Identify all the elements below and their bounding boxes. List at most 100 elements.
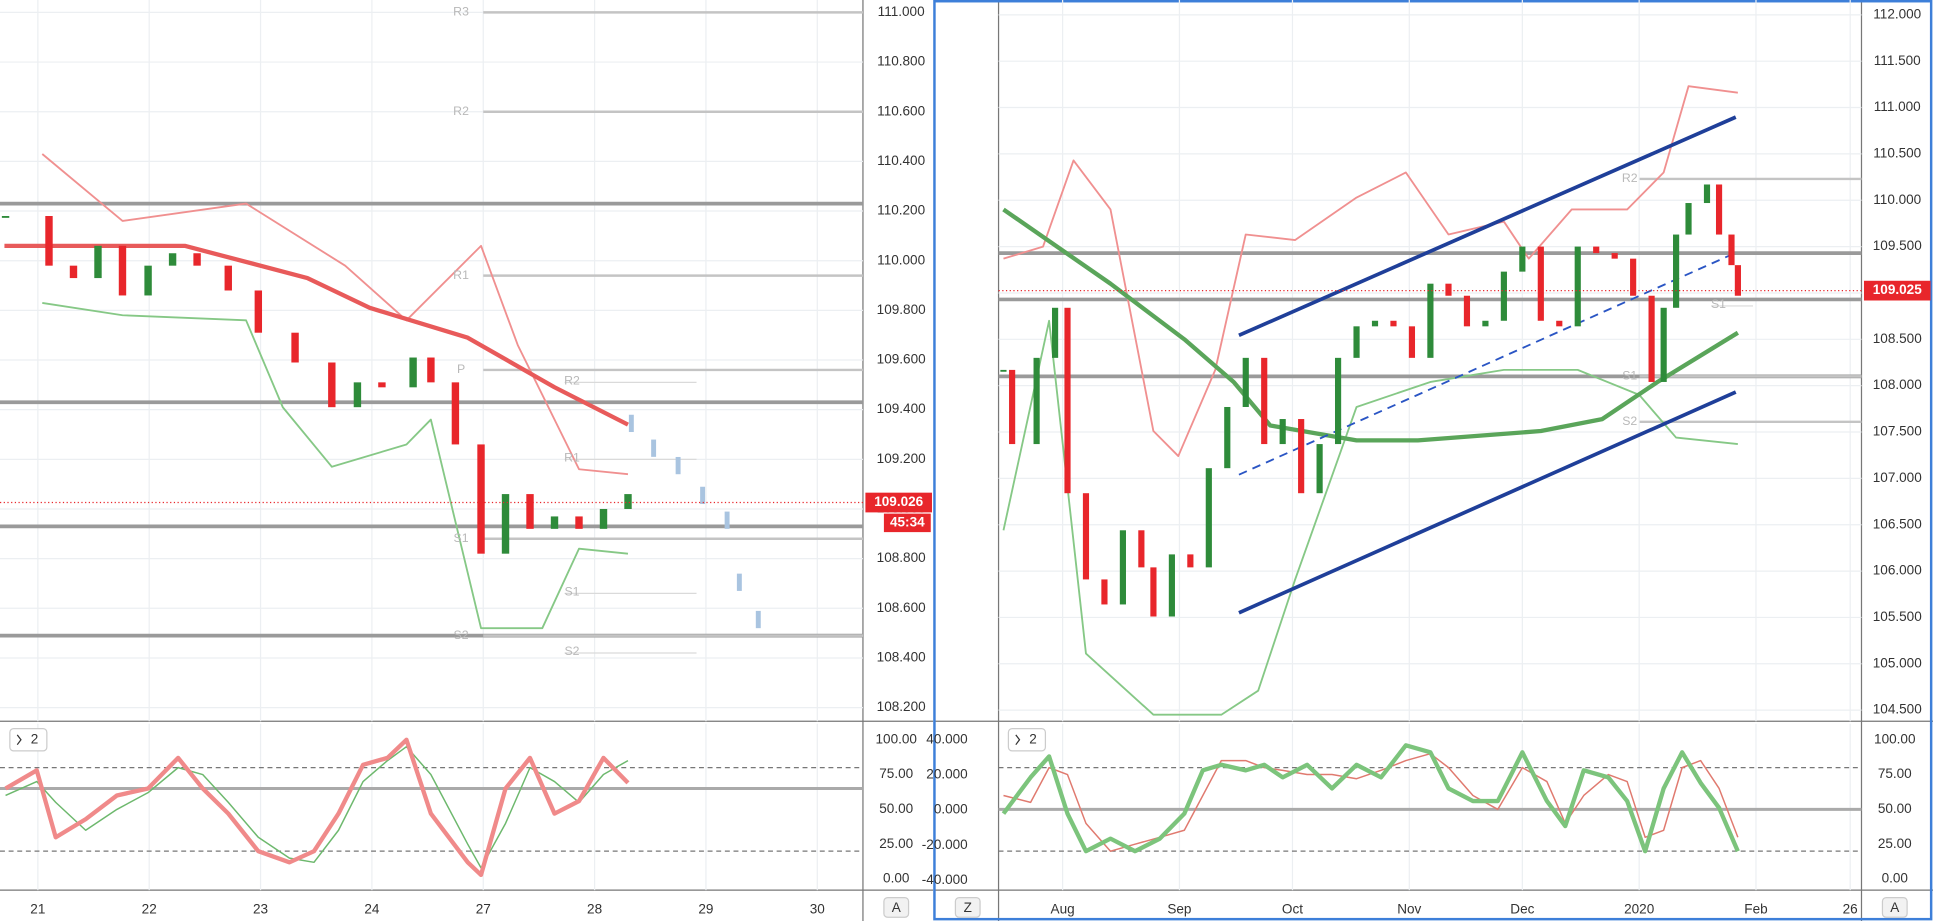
candle: [1660, 307, 1667, 382]
osc-tick-label: 0.00: [883, 871, 909, 886]
osc-tick-label: 100.00: [876, 731, 917, 746]
y-tick-label: 111.500: [1874, 53, 1921, 68]
candle: [1500, 271, 1507, 321]
y-tick-label: 106.000: [1873, 563, 1922, 578]
y-tick-label: 108.600: [877, 600, 926, 615]
lower-band: [42, 302, 629, 630]
osc-tick-label: 0.00: [1882, 871, 1908, 886]
candle: [1187, 554, 1194, 568]
candle: [501, 494, 510, 554]
osc-tick-label: -40.000: [922, 872, 968, 887]
pivot-label: S2: [1622, 414, 1637, 428]
x-tick-label: 24: [364, 901, 380, 916]
auto-button[interactable]: [1881, 896, 1908, 918]
countdown-label: 45:34: [890, 514, 925, 529]
candle: [1673, 234, 1680, 308]
candle: [353, 382, 362, 408]
pane-toggle[interactable]: [9, 728, 48, 752]
projection-bar: [651, 439, 657, 457]
osc-tick-label: 20.000: [926, 766, 967, 781]
pane-toggle-icon[interactable]: [1015, 734, 1021, 746]
lower-band: [1002, 319, 1738, 716]
pane-toggle-label[interactable]: 2: [31, 731, 39, 746]
auto-button-label[interactable]: A: [892, 900, 902, 915]
pivot-label: S2: [564, 644, 579, 658]
candle: [1298, 419, 1305, 494]
pane-toggle[interactable]: [1007, 728, 1047, 752]
candle: [409, 357, 417, 388]
candle: [575, 516, 583, 529]
x-tick-label: Sep: [1167, 901, 1191, 916]
y-tick-label: 109.200: [877, 451, 926, 466]
candle: [1064, 307, 1071, 494]
pivot-label: R2: [564, 373, 580, 387]
osc-tick-label: 25.00: [879, 836, 913, 851]
candle: [1279, 419, 1286, 445]
candle: [526, 494, 534, 529]
candle: [1033, 357, 1040, 445]
candle: [118, 245, 127, 296]
x-tick-label: 27: [476, 901, 491, 916]
y-tick-label: 108.200: [877, 699, 926, 714]
candle: [1150, 567, 1157, 617]
candle: [1734, 265, 1741, 296]
candle: [1000, 369, 1007, 372]
candle: [1703, 184, 1711, 204]
pivot-label: S1: [1622, 369, 1637, 383]
pivot-label: S1: [1711, 297, 1726, 311]
moving-average: [1002, 207, 1739, 443]
candle: [193, 253, 201, 266]
candle: [45, 216, 53, 266]
y-tick-label: 109.500: [1873, 238, 1922, 253]
pivot-label: S1: [564, 584, 579, 598]
osc-tick-label: -20.000: [922, 837, 968, 852]
x-tick-label: 28: [587, 901, 602, 916]
osc-tick-label: 40.000: [926, 731, 967, 746]
y-tick-label: 110.400: [877, 153, 925, 168]
upper-band: [1003, 85, 1738, 457]
x-tick-label: Nov: [1397, 901, 1421, 916]
osc-fast: [4, 737, 630, 878]
auto-button-label[interactable]: A: [1890, 900, 1900, 915]
candle: [1168, 554, 1175, 617]
y-tick-label: 104.500: [1873, 702, 1922, 717]
x-tick-label: 21: [30, 901, 45, 916]
pane-toggle-icon[interactable]: [16, 734, 22, 746]
candle: [1537, 246, 1544, 321]
candle: [1261, 357, 1268, 445]
y-tick-label: 112.000: [1873, 6, 1921, 21]
pivot-label: P: [457, 362, 465, 376]
x-tick-label: Oct: [1282, 901, 1303, 916]
candle: [1685, 203, 1692, 235]
candle: [1715, 184, 1723, 235]
y-tick-label: 109.800: [877, 302, 926, 317]
moving-average: [4, 243, 629, 427]
y-tick-label: 109.600: [877, 352, 926, 367]
candle: [1648, 295, 1655, 382]
trend-channel: [1238, 115, 1737, 615]
last-price-tag: [865, 492, 932, 513]
candle: [1445, 283, 1452, 296]
osc-tick-label: 75.00: [1878, 766, 1912, 781]
x-tick-label: 29: [698, 901, 713, 916]
pane-toggle-label[interactable]: 2: [1029, 731, 1037, 746]
auto-button[interactable]: [883, 896, 910, 918]
candle: [69, 265, 78, 279]
candle: [1082, 493, 1090, 580]
candle: [254, 290, 263, 333]
candle: [328, 362, 336, 408]
last-price-label: 109.025: [1873, 282, 1922, 297]
y-tick-label: 110.600: [877, 103, 925, 118]
candle: [94, 245, 102, 279]
candle: [477, 444, 485, 554]
z-button[interactable]: [954, 896, 981, 918]
y-tick-label: 110.000: [1873, 192, 1921, 207]
x-tick-label: 23: [253, 901, 268, 916]
candle: [1051, 307, 1059, 358]
osc-slow: [5, 745, 629, 869]
x-tick-label: Dec: [1510, 901, 1534, 916]
z-button-label[interactable]: Z: [964, 900, 972, 915]
candle: [550, 516, 559, 529]
